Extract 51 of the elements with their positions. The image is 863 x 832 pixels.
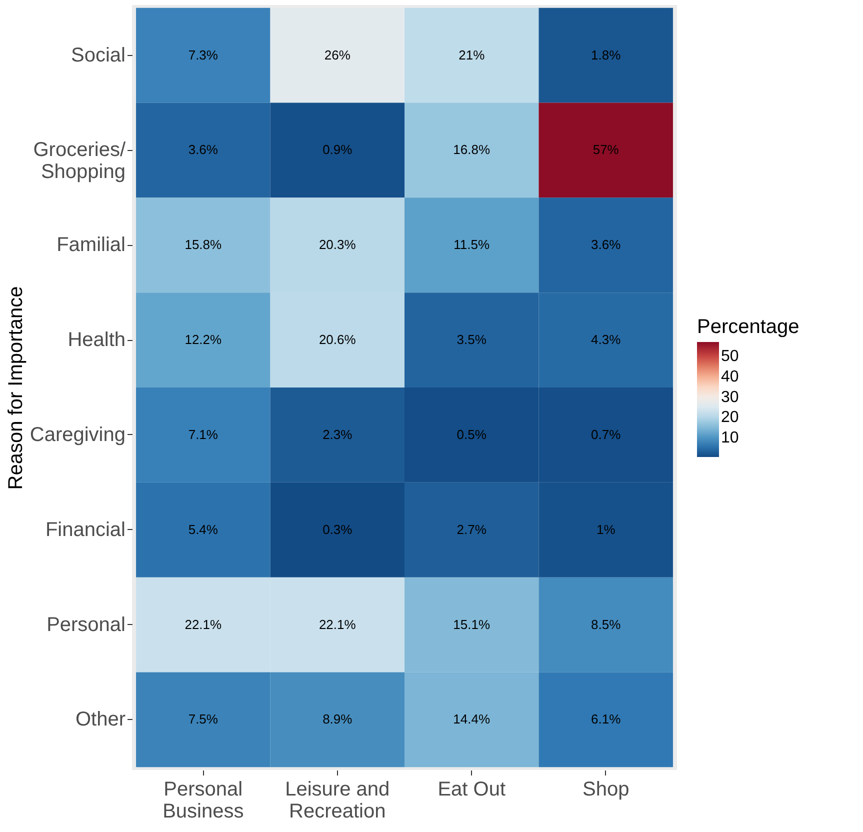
data-label: 0.3%	[322, 522, 353, 537]
data-label: 3.5%	[456, 332, 487, 348]
data-label: 0.5%	[456, 426, 487, 442]
data-label: 6.1%	[591, 712, 622, 727]
data-label: 15.8%	[184, 237, 222, 252]
data-label: 20.6%	[318, 332, 356, 348]
color-bar-label: 40	[721, 368, 739, 386]
data-label: 11.5%	[454, 237, 490, 252]
data-label: 1.8%	[591, 47, 622, 62]
data-label: 22.1%	[318, 616, 356, 632]
legend-title: Percentage	[697, 316, 800, 338]
x-tick-label: Eat Out	[438, 778, 506, 800]
data-label: 7.1%	[188, 426, 218, 442]
data-label: 22.1%	[184, 616, 222, 632]
data-label: 5.4%	[188, 522, 218, 537]
data-label: 2.7%	[456, 522, 487, 537]
y-tick-label: Caregiving	[30, 424, 126, 446]
color-bar-label: 50	[721, 348, 739, 366]
data-label: 0.9%	[322, 142, 353, 158]
y-tick-label: Groceries/ Shopping	[33, 139, 126, 184]
data-label: 3.6%	[188, 142, 218, 158]
data-label: 20.3%	[318, 237, 356, 252]
data-label: 26%	[324, 47, 351, 62]
data-label: 4.3%	[591, 332, 622, 348]
x-tick-label: Personal Business	[162, 778, 244, 822]
y-tick-label: Financial	[45, 518, 126, 541]
data-label: 3.6%	[591, 237, 622, 252]
color-bar-label: 30	[721, 388, 739, 406]
data-label: 57%	[592, 142, 620, 158]
data-label: 7.5%	[188, 712, 218, 727]
y-axis-title: Reason for Importance	[4, 286, 27, 490]
x-tick-label: Leisure and Recreation	[285, 778, 390, 822]
data-label: 8.9%	[322, 712, 353, 727]
data-label: 21%	[458, 47, 486, 62]
y-tick-label: Personal	[46, 614, 126, 636]
data-label: 7.3%	[188, 47, 218, 62]
y-tick-label: Health	[68, 329, 126, 352]
data-label: 0.7%	[591, 426, 622, 442]
color-bar-label: 10	[721, 429, 739, 446]
data-label: 1%	[596, 522, 616, 537]
data-label: 12.2%	[184, 332, 222, 348]
y-tick-label: Familial	[56, 234, 126, 256]
y-tick-label: Social	[71, 44, 126, 66]
data-label: 8.5%	[591, 616, 622, 632]
color-bar-label: 20	[721, 409, 739, 426]
data-label: 14.4%	[453, 712, 490, 727]
x-tick-label: Shop	[582, 778, 630, 800]
data-label: 15.1%	[453, 616, 490, 632]
data-label: 2.3%	[322, 426, 353, 442]
y-tick-label: Other	[75, 708, 126, 731]
data-label: 16.8%	[453, 142, 490, 158]
